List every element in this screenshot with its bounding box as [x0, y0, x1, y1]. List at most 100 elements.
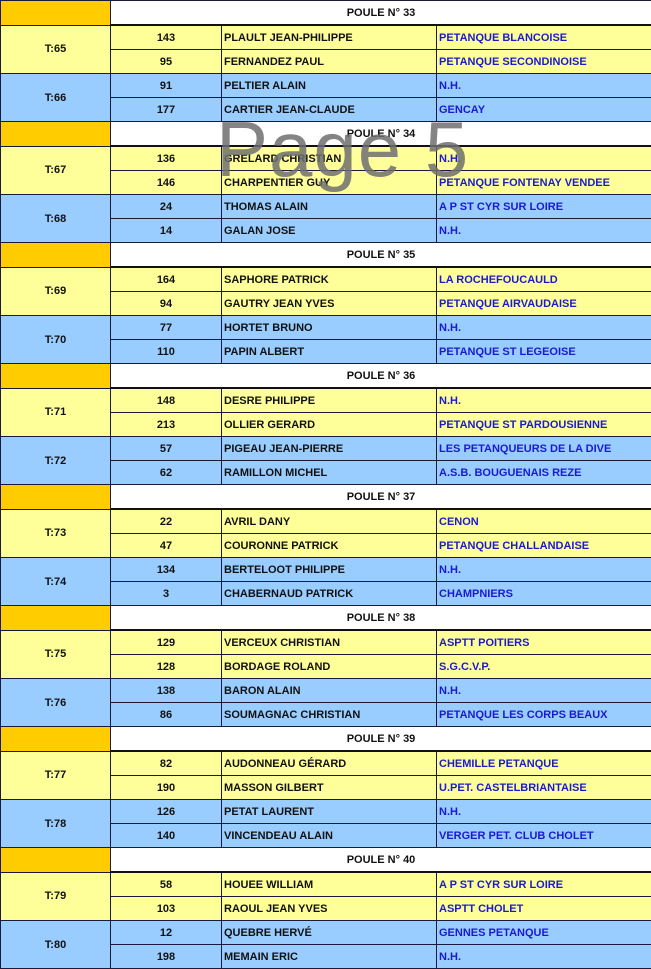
player-name: OLLIER GERARD — [222, 413, 437, 437]
player-club: N.H. — [437, 146, 651, 171]
player-name: PAPIN ALBERT — [222, 340, 437, 364]
player-club: PETANQUE LES CORPS BEAUX — [437, 703, 651, 727]
poule-title: POULE N° 35 — [111, 243, 651, 268]
player-name: RAMILLON MICHEL — [222, 461, 437, 485]
player-name: AVRIL DANY — [222, 509, 437, 534]
poule-header-row: POULE N° 39 — [1, 727, 651, 752]
player-club: CHEMILLE PETANQUE — [437, 751, 651, 776]
poule-header-row: POULE N° 33 — [1, 1, 651, 26]
player-name: PLAULT JEAN-PHILIPPE — [222, 25, 437, 50]
player-number: 14 — [111, 219, 222, 243]
player-name: GAUTRY JEAN YVES — [222, 292, 437, 316]
player-number: 3 — [111, 582, 222, 606]
player-club: GENCAY — [437, 98, 651, 122]
player-number: 148 — [111, 388, 222, 413]
player-club: N.H. — [437, 558, 651, 582]
poule-title: POULE N° 33 — [111, 1, 651, 26]
player-number: 24 — [111, 195, 222, 219]
player-name: CARTIER JEAN-CLAUDE — [222, 98, 437, 122]
player-number: 164 — [111, 267, 222, 292]
player-club: ASPTT CHOLET — [437, 897, 651, 921]
player-name: THOMAS ALAIN — [222, 195, 437, 219]
player-number: 126 — [111, 800, 222, 824]
poule-header-row: POULE N° 38 — [1, 606, 651, 631]
player-name: SOUMAGNAC CHRISTIAN — [222, 703, 437, 727]
poule-marker — [1, 727, 111, 752]
player-club: A P ST CYR SUR LOIRE — [437, 195, 651, 219]
player-number: 146 — [111, 171, 222, 195]
table-label: T:75 — [1, 630, 111, 679]
player-number: 198 — [111, 945, 222, 969]
player-number: 94 — [111, 292, 222, 316]
player-name: CHABERNAUD PATRICK — [222, 582, 437, 606]
player-number: 22 — [111, 509, 222, 534]
player-club: N.H. — [437, 945, 651, 969]
poule-title: POULE N° 39 — [111, 727, 651, 752]
player-club: N.H. — [437, 800, 651, 824]
player-number: 47 — [111, 534, 222, 558]
player-club: S.G.C.V.P. — [437, 655, 651, 679]
player-number: 91 — [111, 74, 222, 98]
player-club: N.H. — [437, 219, 651, 243]
player-number: 58 — [111, 872, 222, 897]
player-club: N.H. — [437, 388, 651, 413]
player-number: 177 — [111, 98, 222, 122]
player-number: 129 — [111, 630, 222, 655]
player-club: PETANQUE FONTENAY VENDEE — [437, 171, 651, 195]
player-name: RAOUL JEAN YVES — [222, 897, 437, 921]
poule-title: POULE N° 34 — [111, 122, 651, 147]
player-number: 128 — [111, 655, 222, 679]
player-name: COURONNE PATRICK — [222, 534, 437, 558]
table-label: T:66 — [1, 74, 111, 122]
table-label: T:70 — [1, 316, 111, 364]
player-name: CHARPENTIER GUY — [222, 171, 437, 195]
table-label: T:80 — [1, 921, 111, 969]
player-club: A.S.B. BOUGUENAIS REZE — [437, 461, 651, 485]
player-number: 95 — [111, 50, 222, 74]
player-club: ASPTT POITIERS — [437, 630, 651, 655]
player-number: 190 — [111, 776, 222, 800]
player-club: PETANQUE AIRVAUDAISE — [437, 292, 651, 316]
table-label: T:77 — [1, 751, 111, 800]
poule-marker — [1, 243, 111, 268]
player-name: SAPHORE PATRICK — [222, 267, 437, 292]
player-club: LA ROCHEFOUCAULD — [437, 267, 651, 292]
player-club: GENNES PETANQUE — [437, 921, 651, 945]
player-number: 213 — [111, 413, 222, 437]
player-name: BORDAGE ROLAND — [222, 655, 437, 679]
poule-marker — [1, 1, 111, 26]
player-name: FERNANDEZ PAUL — [222, 50, 437, 74]
poule-marker — [1, 485, 111, 510]
player-club: A P ST CYR SUR LOIRE — [437, 872, 651, 897]
player-number: 140 — [111, 824, 222, 848]
player-club: N.H. — [437, 74, 651, 98]
player-number: 86 — [111, 703, 222, 727]
player-club: PETANQUE ST PARDOUSIENNE — [437, 413, 651, 437]
player-club: CHAMPNIERS — [437, 582, 651, 606]
player-number: 57 — [111, 437, 222, 461]
table-label: T:72 — [1, 437, 111, 485]
poule-marker — [1, 848, 111, 873]
player-name: BARON ALAIN — [222, 679, 437, 703]
player-name: VERCEUX CHRISTIAN — [222, 630, 437, 655]
player-name: DESRE PHILIPPE — [222, 388, 437, 413]
player-name: HORTET BRUNO — [222, 316, 437, 340]
player-name: GRELARD CHRISTIAN — [222, 146, 437, 171]
poule-title: POULE N° 36 — [111, 364, 651, 389]
player-club: PETANQUE ST LEGEOISE — [437, 340, 651, 364]
player-number: 110 — [111, 340, 222, 364]
poule-title: POULE N° 37 — [111, 485, 651, 510]
table-label: T:68 — [1, 195, 111, 243]
